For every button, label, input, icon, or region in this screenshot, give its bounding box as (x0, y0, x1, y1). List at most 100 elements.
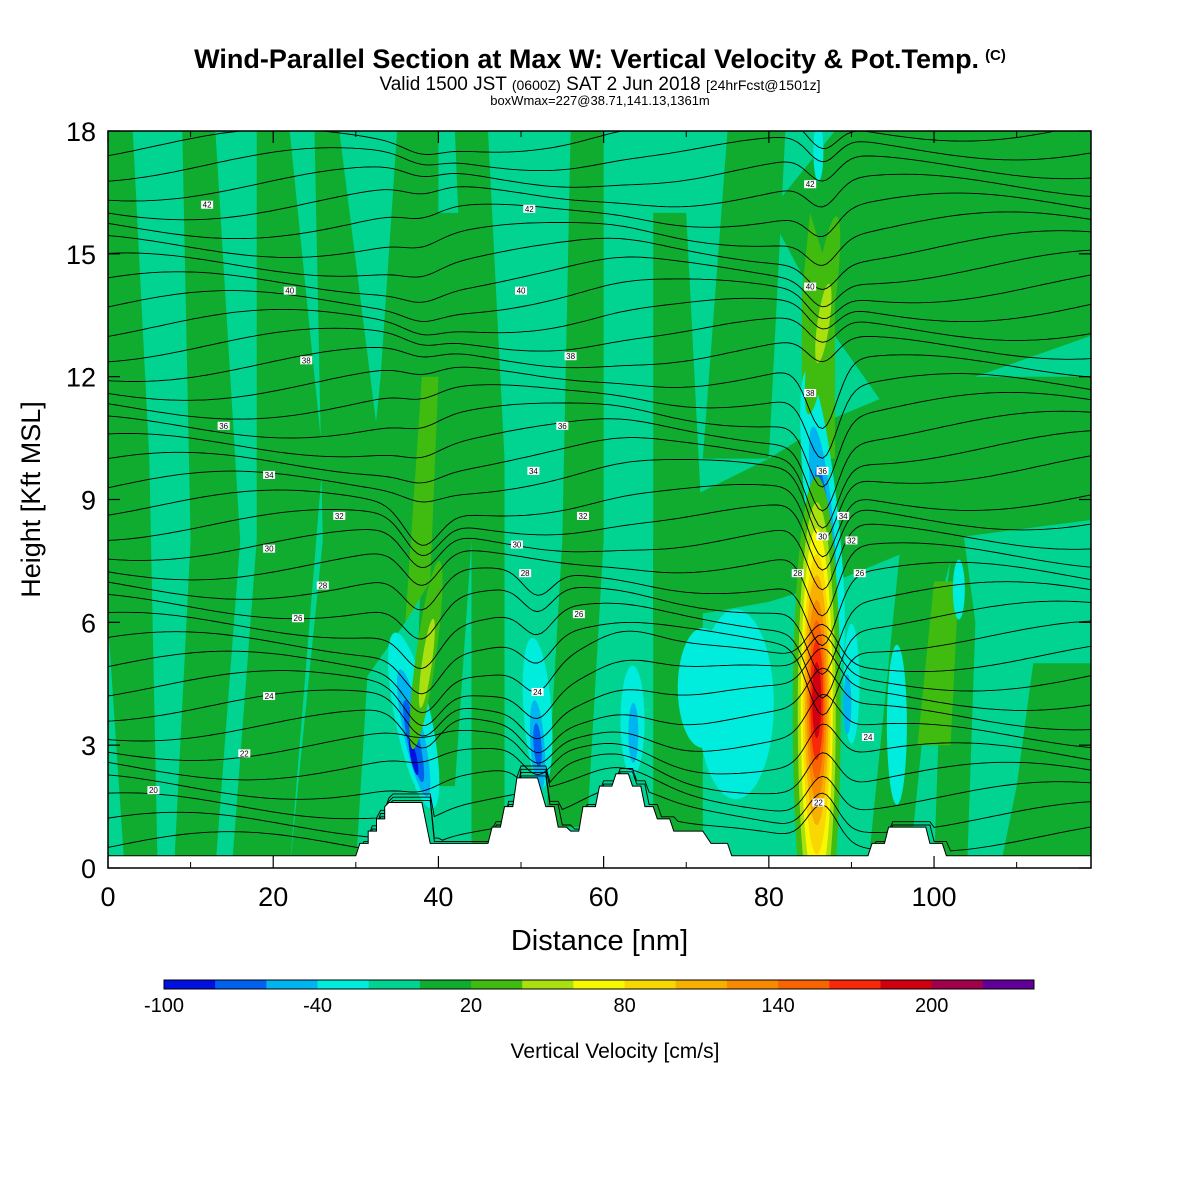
weak-updraft-band (454, 131, 505, 868)
theta-label: 38 (806, 389, 815, 398)
y-tick-label: 9 (81, 486, 96, 516)
theta-label-box (217, 421, 230, 430)
theta-contour-line (108, 137, 1091, 182)
theta-label: 40 (806, 283, 815, 292)
theta-label-box (291, 614, 304, 623)
theta-label: 36 (818, 467, 827, 476)
theta-label: 20 (149, 786, 158, 795)
theta-contour-line (108, 752, 1091, 800)
theta-contour-line (108, 173, 1091, 221)
weak-updraft-band (347, 131, 439, 705)
theta-label-box (147, 786, 160, 795)
theta-contour-line (108, 317, 1091, 363)
theta-label-box (510, 540, 523, 549)
colorbar-swatch (266, 980, 319, 989)
theta-contour-line (108, 484, 1091, 558)
theta-contour-line (108, 335, 1091, 382)
theta-contour-line (108, 391, 1091, 488)
x-tick-label: 100 (912, 882, 957, 912)
weak-updraft-band (108, 131, 158, 868)
weak-updraft-band (702, 131, 786, 459)
theta-label: 34 (529, 467, 538, 476)
colorbar-swatch (522, 980, 574, 989)
theta-contour-line (108, 192, 1091, 240)
x-tick-label: 80 (754, 882, 784, 912)
theta-contour-line (108, 523, 1091, 591)
colorbar-swatch (471, 980, 523, 989)
updraft-column (418, 618, 435, 708)
x-tick-label: 60 (589, 882, 619, 912)
theta-label-box (515, 286, 528, 295)
colorbar-tick-label: 200 (915, 995, 948, 1017)
colorbar-label: Vertical Velocity [cm/s] (511, 1040, 720, 1063)
theta-label-box (816, 532, 829, 541)
theta-contour-line (108, 211, 1091, 266)
theta-label: 38 (566, 352, 575, 361)
upper-updraft (815, 283, 832, 364)
theta-label-box (263, 692, 276, 701)
y-tick-label: 12 (66, 363, 96, 393)
x-tick-label: 0 (100, 882, 115, 912)
theta-contour-line (108, 410, 1091, 512)
theta-label-box (527, 466, 540, 475)
downdraft-region (886, 644, 907, 805)
theta-contour-line (108, 620, 1091, 716)
theta-label-box (333, 511, 346, 520)
theta-contour-line (108, 634, 1091, 727)
theta-contour-line (108, 504, 1091, 571)
colorbar-swatch (726, 980, 779, 989)
valid-utc: (0600Z) (511, 77, 561, 93)
downdraft-core (843, 674, 852, 735)
theta-contour-line (108, 230, 1091, 290)
downdraft-core (628, 702, 639, 763)
colorbar-swatch (317, 980, 370, 989)
weak-updraft-band (174, 131, 241, 868)
theta-label: 30 (512, 541, 521, 550)
theta-label-box (837, 511, 850, 520)
theta-label: 22 (814, 798, 823, 807)
theta-label-box (201, 200, 214, 209)
theta-contour-line (108, 297, 1091, 337)
theta-label-box (572, 610, 585, 619)
theta-label-box (283, 286, 296, 295)
colorbar-swatch (419, 980, 472, 989)
theta-label-box (791, 569, 804, 578)
theta-contour-line (108, 693, 1091, 764)
theta-label: 26 (294, 614, 303, 623)
theta-label-box (300, 356, 313, 365)
theta-label-box (519, 569, 532, 578)
valid-time-line: Valid 1500 JST (0600Z) SAT 2 Jun 2018 [2… (0, 74, 1200, 96)
theta-label: 30 (265, 545, 274, 554)
weak-updraft-band (1000, 663, 1091, 868)
box-info: boxWmax=227@38.71,141.13,1361m (490, 93, 710, 108)
theta-label: 42 (203, 201, 212, 210)
theta-contour-line (108, 274, 1091, 322)
terrain-profile (108, 773, 1091, 868)
copyright-mark: (C) (985, 47, 1006, 64)
theta-contour-line (108, 155, 1091, 202)
y-axis-label: Height [Kft MSL] (16, 401, 46, 598)
weak-updraft-band (231, 131, 323, 868)
x-axis-label: Distance [nm] (511, 925, 688, 957)
theta-contour-line (108, 767, 1091, 820)
theta-label: 24 (533, 688, 542, 697)
theta-label: 36 (219, 422, 228, 431)
theta-label-box (556, 421, 569, 430)
theta-label: 24 (265, 692, 274, 701)
theta-contour-line (108, 430, 1091, 529)
theta-label-box (263, 544, 276, 553)
terrain (108, 773, 1091, 868)
theta-label: 30 (818, 532, 827, 541)
colorbar-swatch (880, 980, 933, 989)
theta-label: 32 (335, 512, 344, 521)
theta-contour-line (108, 667, 1091, 754)
theta-label-box (816, 466, 829, 475)
box-info-line: boxWmax=227@38.71,141.13,1361m (0, 93, 1200, 108)
colorbar-swatch (931, 980, 984, 989)
theta-label: 42 (806, 180, 815, 189)
max-updraft-core (812, 662, 822, 739)
theta-label-box (845, 536, 858, 545)
theta-label-box (576, 511, 589, 520)
theta-label: 40 (517, 287, 526, 296)
weak-updraft-band (768, 131, 1091, 418)
